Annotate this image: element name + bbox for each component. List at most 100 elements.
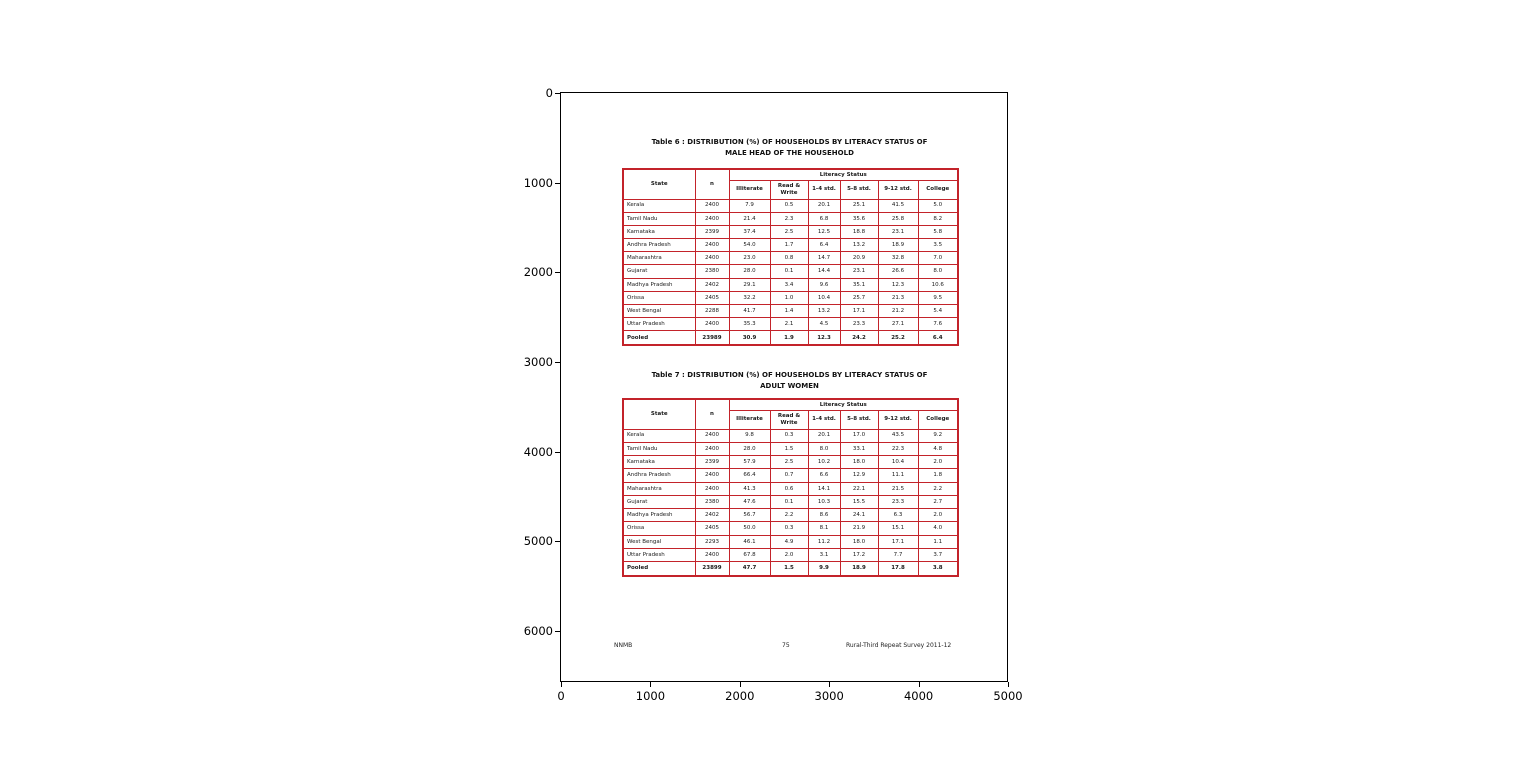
table-cell: 22.3 — [877, 441, 919, 457]
footer-survey-name: Rural-Third Repeat Survey 2011-12 — [846, 642, 952, 649]
table-cell: 14.4 — [807, 264, 841, 279]
table-cell: 25.8 — [877, 211, 919, 226]
table-cell: 2.0 — [769, 547, 809, 563]
x-axis-tick-mark — [739, 682, 741, 687]
table-cell: 0.5 — [769, 198, 809, 213]
table-cell: 8.1 — [807, 521, 841, 536]
table-cell: 32.8 — [877, 251, 919, 266]
table-row: Karnataka 2399 57.9 2.5 10.2 18.0 10.4 2.0 — [622, 455, 959, 470]
table-cell: 3.5 — [917, 238, 959, 253]
table-row: Uttar Pradesh 2400 35.3 2.1 4.5 23.3 27.1 7.6 — [622, 317, 959, 332]
state-name-cell: Karnataka — [622, 455, 696, 470]
table-cell: 2402 — [694, 277, 730, 292]
col-header-illiterate: Illiterate — [728, 179, 771, 200]
col-header-literacy-status-group: Literacy Status — [728, 398, 959, 411]
table-cell: 21.9 — [839, 521, 879, 536]
table-cell: 7.7 — [877, 547, 919, 563]
table-cell: 7.9 — [728, 198, 771, 213]
col-header-n: n — [694, 168, 730, 200]
table-cell: 2288 — [694, 303, 730, 319]
x-axis-tick-mark — [561, 682, 562, 687]
x-axis-tick-label: 5000 — [993, 689, 1023, 703]
y-axis-tick-mark — [555, 451, 560, 453]
table-cell: 2400 — [694, 211, 730, 226]
y-axis-tick-label: 3000 — [523, 355, 553, 369]
table-cell: 2400 — [694, 428, 730, 443]
table-cell: 2.5 — [769, 455, 809, 470]
state-name-cell: Uttar Pradesh — [622, 317, 696, 332]
table-cell: 67.8 — [728, 547, 771, 563]
table-cell: 1.8 — [917, 468, 959, 483]
document-page: Table 6 : DISTRIBUTION (%) OF HOUSEHOLDS… — [561, 93, 1007, 681]
table-cell: 21.2 — [877, 303, 919, 319]
state-name-cell: Uttar Pradesh — [622, 547, 696, 563]
table-cell: 23899 — [694, 561, 730, 577]
col-header-read-write: Read & Write — [769, 179, 809, 200]
table-cell: 14.1 — [807, 481, 841, 496]
table-cell: 3.7 — [917, 547, 959, 563]
table-cell: 25.1 — [839, 198, 879, 213]
table-cell: 2400 — [694, 468, 730, 483]
state-name-cell: Gujarat — [622, 264, 696, 279]
table-row: Tamil Nadu 2400 28.0 1.5 8.0 33.1 22.3 4.8 — [622, 441, 959, 457]
table-cell: 12.9 — [839, 468, 879, 483]
table-cell: 5.0 — [917, 198, 959, 213]
table-row: Gujarat 2380 28.0 0.1 14.4 23.1 26.6 8.0 — [622, 264, 959, 279]
plot-axes: Table 6 : DISTRIBUTION (%) OF HOUSEHOLDS… — [524, 87, 1023, 701]
table-cell: 0.6 — [769, 481, 809, 496]
table-cell: 1.7 — [769, 238, 809, 253]
table-row: Tamil Nadu 2400 21.4 2.3 6.8 35.6 25.8 8.2 — [622, 211, 959, 226]
table-row: Madhya Pradesh 2402 29.1 3.4 9.6 35.1 12.3 10.6 — [622, 277, 959, 292]
table-cell: 8.2 — [917, 211, 959, 226]
table-row: Andhra Pradesh 2400 54.0 1.7 6.4 13.2 18.9 3.5 — [622, 238, 959, 253]
table-cell: 18.9 — [877, 238, 919, 253]
state-name-cell: Pooled — [622, 330, 696, 346]
table-cell: 0.7 — [769, 468, 809, 483]
col-header-college: College — [917, 179, 959, 200]
table-cell: 46.1 — [728, 534, 771, 549]
table-cell: 1.5 — [769, 561, 809, 577]
table6-title: Table 6 : DISTRIBUTION (%) OF HOUSEHOLDS… — [622, 137, 957, 158]
x-axis-tick-mark — [1008, 682, 1009, 687]
table-cell: 2399 — [694, 455, 730, 470]
state-name-cell: Orissa — [622, 521, 696, 536]
table-cell: 4.8 — [917, 441, 959, 457]
y-axis-tick-mark — [555, 362, 560, 363]
state-name-cell: Andhra Pradesh — [622, 238, 696, 253]
table-cell: 8.0 — [917, 264, 959, 279]
table-cell: 66.4 — [728, 468, 771, 483]
table-cell: 47.6 — [728, 494, 771, 510]
table-cell: 13.2 — [807, 303, 841, 319]
table-cell: 15.5 — [839, 494, 879, 510]
table-cell: 26.6 — [877, 264, 919, 279]
col-header-read-write: Read & Write — [769, 409, 809, 430]
table-cell: 22.1 — [839, 481, 879, 496]
col-header-illiterate: Illiterate — [728, 409, 771, 430]
table7-title: Table 7 : DISTRIBUTION (%) OF HOUSEHOLDS… — [622, 370, 957, 391]
table-cell: 24.2 — [839, 330, 879, 346]
table-cell: 2.0 — [917, 508, 959, 523]
table-cell: 1.1 — [917, 534, 959, 549]
y-axis-tick-mark — [555, 182, 560, 184]
table-cell: 2.3 — [769, 211, 809, 226]
table-cell: 2400 — [694, 547, 730, 563]
table-cell: 2405 — [694, 521, 730, 536]
table-cell: 11.2 — [807, 534, 841, 549]
table-cell: 3.8 — [917, 561, 959, 577]
table-cell: 2380 — [694, 494, 730, 510]
table-cell: 18.0 — [839, 455, 879, 470]
table-cell: 23.1 — [839, 264, 879, 279]
table-cell: 57.9 — [728, 455, 771, 470]
col-header-5-8-std-: 5-8 std. — [839, 409, 879, 430]
table-cell: 11.1 — [877, 468, 919, 483]
table-cell: 32.2 — [728, 290, 771, 306]
table-cell: 2400 — [694, 251, 730, 266]
table-cell: 43.5 — [877, 428, 919, 443]
footer-org: NNMB — [614, 642, 633, 649]
table-cell: 3.4 — [769, 277, 809, 292]
table-row: Gujarat 2380 47.6 0.1 10.3 15.5 23.3 2.7 — [622, 494, 959, 510]
table-cell: 4.9 — [769, 534, 809, 549]
col-header-5-8-std-: 5-8 std. — [839, 179, 879, 200]
x-axis-tick-label: 0 — [557, 689, 565, 703]
